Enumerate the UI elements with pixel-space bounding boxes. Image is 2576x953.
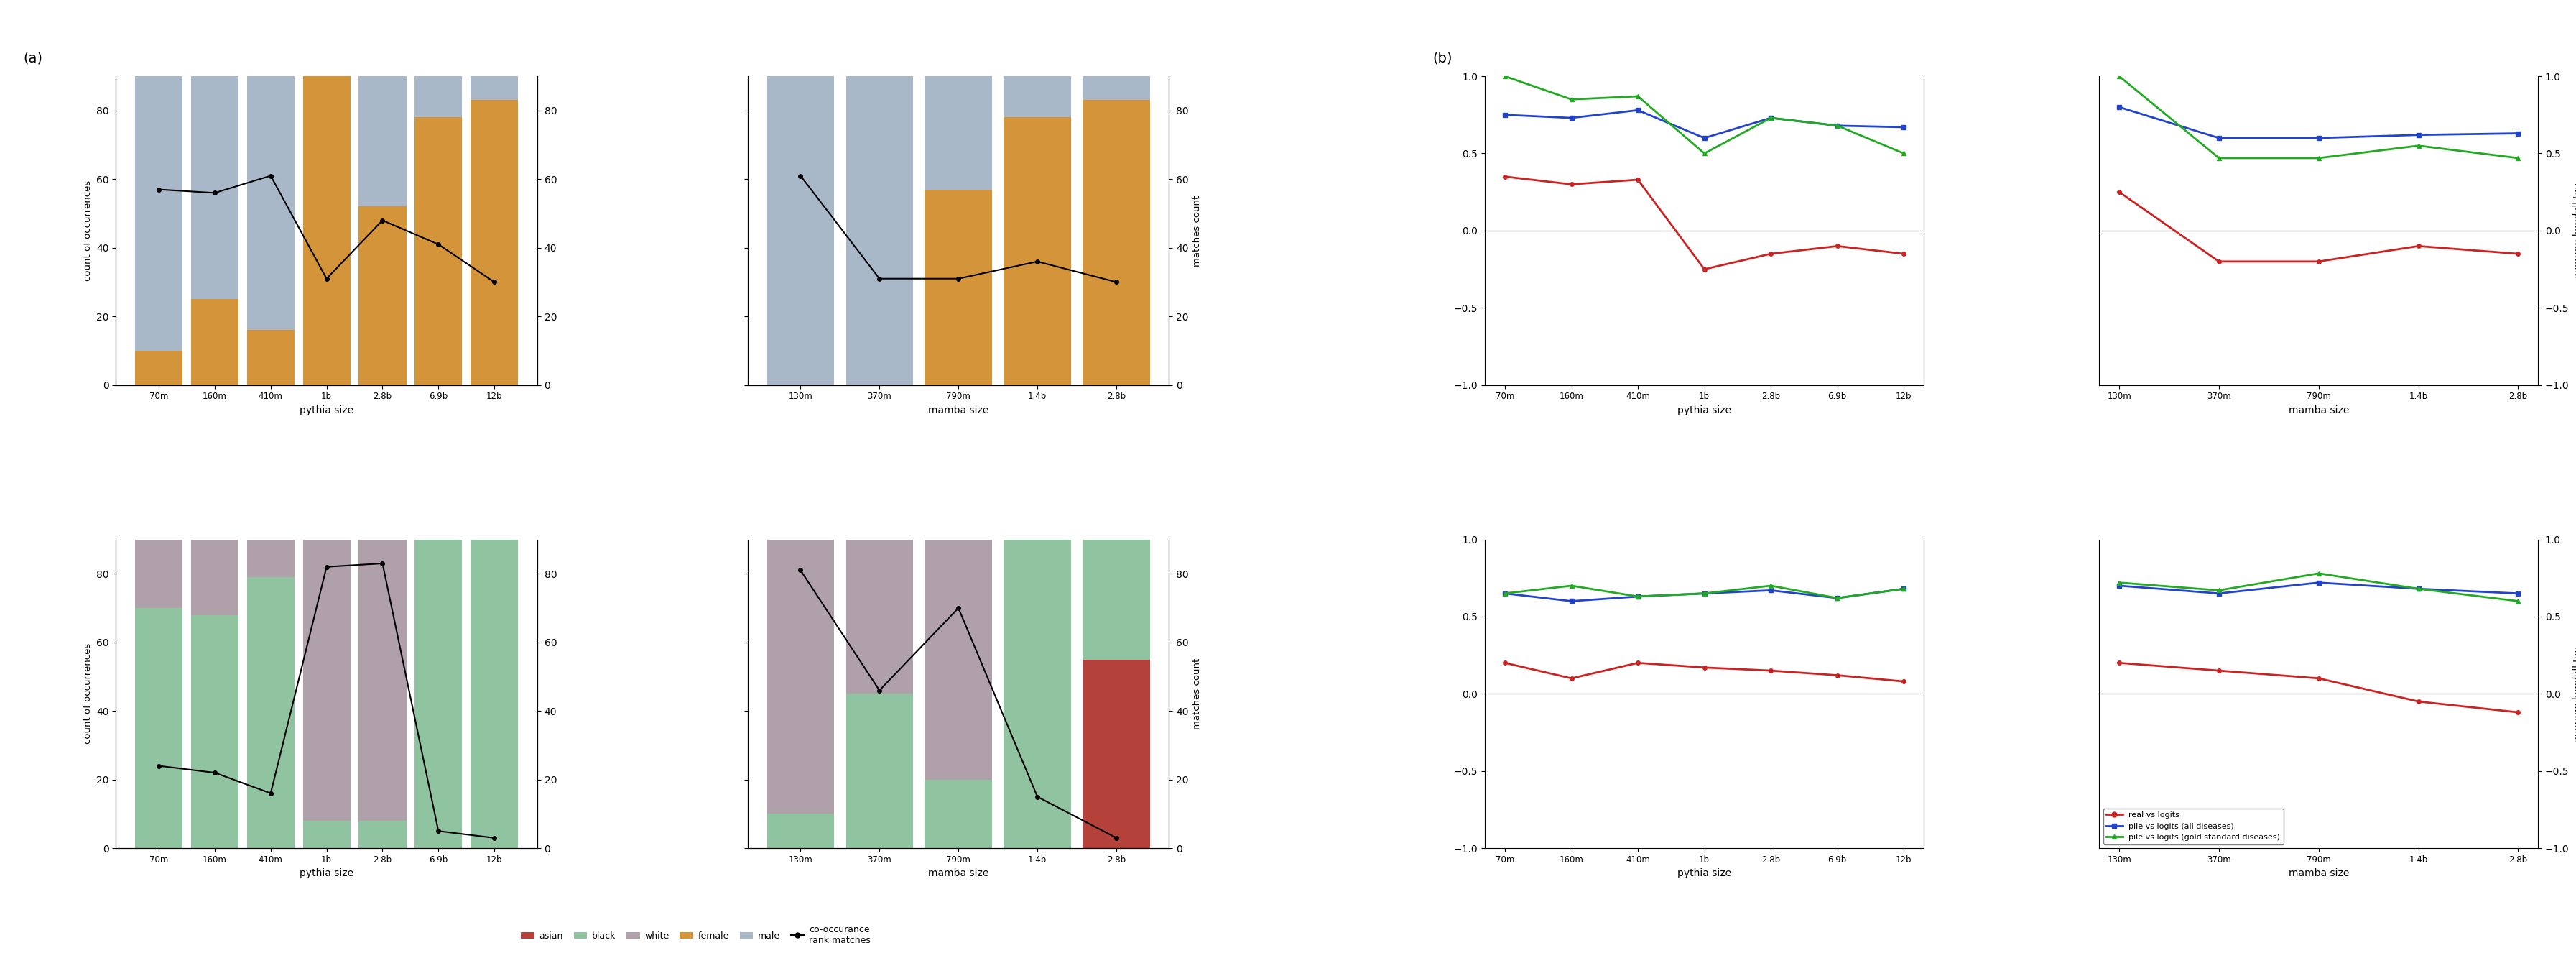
Y-axis label: count of occurrences: count of occurrences: [82, 180, 93, 281]
Bar: [415, 76, 461, 117]
Bar: [134, 351, 183, 385]
Bar: [471, 100, 518, 385]
Text: (a): (a): [23, 51, 44, 65]
Bar: [925, 190, 992, 385]
X-axis label: pythia size: pythia size: [1677, 405, 1731, 416]
Bar: [1082, 100, 1149, 385]
Bar: [471, 76, 518, 100]
Bar: [358, 207, 407, 385]
Bar: [247, 539, 294, 578]
Bar: [358, 536, 407, 821]
Bar: [247, 76, 294, 330]
X-axis label: mamba size: mamba size: [927, 868, 989, 879]
Bar: [1082, 539, 1149, 659]
Text: (b): (b): [1432, 51, 1453, 65]
Bar: [304, 821, 350, 848]
Bar: [1082, 659, 1149, 848]
Bar: [925, 539, 992, 780]
Bar: [191, 299, 240, 385]
Bar: [304, 536, 350, 821]
Bar: [247, 330, 294, 385]
X-axis label: pythia size: pythia size: [299, 868, 353, 879]
Bar: [415, 117, 461, 385]
Bar: [845, 539, 912, 694]
Bar: [1082, 76, 1149, 100]
Bar: [134, 539, 183, 608]
Legend: asian, black, white, female, male, co-occurance
rank matches: asian, black, white, female, male, co-oc…: [518, 922, 873, 948]
X-axis label: mamba size: mamba size: [2287, 405, 2349, 416]
X-axis label: pythia size: pythia size: [299, 405, 353, 416]
Bar: [1005, 539, 1072, 848]
Y-axis label: matches count: matches count: [1193, 659, 1200, 729]
Bar: [768, 76, 835, 385]
Bar: [925, 76, 992, 190]
Y-axis label: average kendall tau: average kendall tau: [2573, 183, 2576, 278]
Bar: [247, 578, 294, 848]
Y-axis label: matches count: matches count: [1193, 195, 1200, 266]
Y-axis label: average kendall tau: average kendall tau: [2573, 646, 2576, 741]
Bar: [358, 821, 407, 848]
X-axis label: mamba size: mamba size: [2287, 868, 2349, 879]
Bar: [845, 76, 912, 385]
Bar: [134, 76, 183, 351]
X-axis label: pythia size: pythia size: [1677, 868, 1731, 879]
Bar: [1005, 117, 1072, 385]
X-axis label: mamba size: mamba size: [927, 405, 989, 416]
Bar: [304, 76, 350, 385]
Legend: real vs logits, pile vs logits (all diseases), pile vs logits (gold standard dis: real vs logits, pile vs logits (all dise…: [2102, 808, 2282, 844]
Bar: [191, 615, 240, 848]
Y-axis label: count of occurrences: count of occurrences: [82, 643, 93, 744]
Bar: [191, 539, 240, 615]
Bar: [925, 780, 992, 848]
Bar: [768, 539, 835, 814]
Bar: [768, 814, 835, 848]
Bar: [845, 694, 912, 848]
Bar: [358, 76, 407, 207]
Bar: [415, 539, 461, 848]
Bar: [1005, 76, 1072, 117]
Bar: [191, 76, 240, 299]
Bar: [471, 539, 518, 848]
Bar: [134, 608, 183, 848]
